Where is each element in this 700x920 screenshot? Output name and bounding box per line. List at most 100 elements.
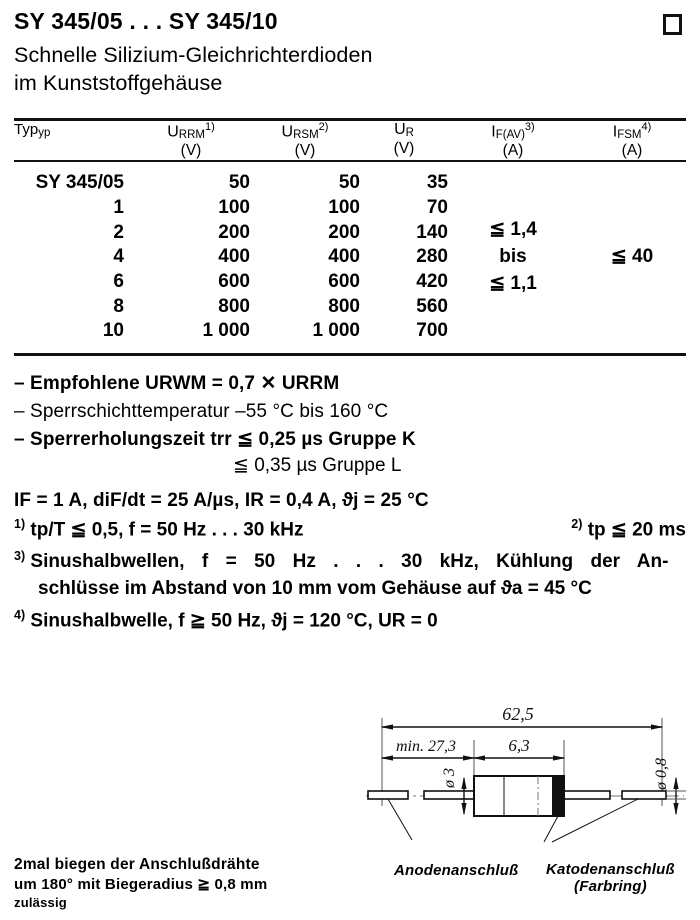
page-subtitle: Schnelle Silizium-Gleichrichterdioden im… (14, 41, 686, 98)
footnote-1-text: tp/T ≦ 0,5, f = 50 Hz . . . 30 kHz (30, 519, 304, 541)
subtitle-line-2: im Kunststoffgehäuse (14, 71, 223, 96)
footnote-4-text: Sinushalbwelle, f ≧ 50 Hz, ϑj = 120 °C, … (30, 609, 438, 631)
package-drawing-svg: 62,5 min. 27,3 6,3 ø 3 ø 0,8 (366, 704, 686, 843)
table-row: 1 100 100 70 (14, 196, 686, 221)
specifications-table: Typyp URRM1) (V) URSM2) (V) UR (V) IF(AV… (14, 121, 686, 160)
if-av-line-2: bis (499, 246, 527, 268)
dimension-text-body-length: 6,3 (508, 736, 529, 755)
cell-urrm: 800 (218, 295, 250, 317)
cell-ursm: 600 (328, 270, 360, 292)
table-row: 6 600 600 420 (14, 270, 686, 295)
footnote-3-marker: 3) (14, 549, 26, 564)
characteristics-list: – Empfohlene URWM = 0,7 ✕ URRM – Sperrsc… (14, 370, 686, 480)
cathode-color-band (552, 776, 564, 816)
column-header-urrm: URRM1) (V) (167, 120, 215, 159)
cell-typ: 4 (113, 246, 124, 268)
cell-if-av-merged: ≦ 1,4 bis ≦ 1,1 (448, 171, 578, 344)
empty-square-marker-icon (663, 14, 682, 35)
test-conditions: IF = 1 A, diF/dt = 25 A/µs, IR = 0,4 A, … (14, 490, 429, 512)
label-cathode-lead: Katodenanschluß (Farbring) (546, 861, 675, 896)
cell-urrm: 400 (218, 246, 250, 268)
cell-ur: 280 (416, 246, 448, 268)
table-row: 10 1 000 1 000 700 (14, 319, 686, 344)
column-header-ur: UR (V) (393, 120, 415, 157)
anode-lead-segment-outer (367, 790, 409, 800)
table-rule-header (14, 160, 686, 163)
cell-urrm: 100 (218, 196, 250, 218)
footnote-3-line-1: 3) Sinushalbwellen, f = 50 Hz . . . 30 k… (14, 548, 686, 576)
table-row: SY 345/05 50 50 35 ≦ 1,4 bis ≦ 1,1 ≦ 40 (14, 171, 686, 294)
column-header-if-av: IF(AV)3) (A) (491, 120, 535, 159)
column-header-ifsm: IFSM4) (A) (612, 120, 652, 159)
dimension-text-lead-min: min. 27,3 (396, 738, 456, 755)
table-row: 2 200 200 140 (14, 221, 686, 246)
bending-note-line-3: zulässig (14, 894, 67, 910)
cell-ursm: 800 (328, 295, 360, 317)
anode-lead-segment-inner (423, 790, 475, 800)
cell-urrm: 600 (218, 270, 250, 292)
footnote-2-text: tp ≦ 20 ms (587, 519, 686, 541)
dimension-text-lead-diameter: ø 0,8 (653, 758, 670, 791)
footnote-3-text-line-2: schlüsse im Abstand von 10 mm vom Gehäus… (38, 578, 592, 600)
leader-line-cathode-lead (551, 798, 639, 843)
cell-typ: 2 (113, 221, 124, 243)
cell-ifsm-merged: ≦ 40 (610, 246, 654, 268)
characteristic-reverse-recovery-time: – Sperrerholungszeit trr ≦ 0,25 µs Grupp… (14, 428, 416, 450)
footnote-3-text-line-1: Sinushalbwellen, f = 50 Hz . . . 30 kHz,… (30, 551, 669, 573)
characteristic-junction-temperature: – Sperrschichttemperatur –55 °C bis 160 … (14, 400, 389, 422)
footnote-2: 2) tp ≦ 20 ms (571, 516, 686, 544)
column-header-ursm: URSM2) (V) (281, 120, 329, 159)
if-av-line-1: ≦ 1,4 (489, 219, 537, 241)
footnote-3: 3) Sinushalbwellen, f = 50 Hz . . . 30 k… (14, 548, 686, 603)
cell-ur: 420 (416, 270, 448, 292)
footnote-1-and-2: 1) tp/T ≦ 0,5, f = 50 Hz . . . 30 kHz 2)… (14, 516, 686, 544)
cell-ur: 560 (416, 295, 448, 317)
dimension-text-total: 62,5 (502, 704, 534, 724)
cell-urrm: 200 (218, 221, 250, 243)
if-av-line-3: ≦ 1,1 (489, 273, 537, 295)
cell-ursm: 400 (328, 246, 360, 268)
cell-typ: 1 (113, 196, 124, 218)
footnote-2-marker: 2) (571, 517, 583, 532)
cell-ursm: 1 000 (312, 320, 360, 342)
footnote-4: 4) Sinushalbwelle, f ≧ 50 Hz, ϑj = 120 °… (14, 607, 686, 635)
table-header: Typyp URRM1) (V) URSM2) (V) UR (V) IF(AV… (14, 121, 686, 160)
cathode-lead-segment-inner (563, 790, 611, 800)
leader-line-cathode-band (543, 815, 559, 843)
cell-typ: SY 345/05 (35, 172, 124, 194)
header: SY 345/05 . . . SY 345/10 (14, 0, 686, 35)
label-cathode-sub: (Farbring) (574, 877, 647, 895)
cell-typ: 6 (113, 270, 124, 292)
table-rule-top (14, 117, 686, 121)
cell-typ: 8 (113, 295, 124, 317)
label-cathode-main: Katodenanschluß (546, 861, 675, 878)
cathode-lead-segment-outer (621, 790, 667, 800)
table-rule-bottom (14, 353, 686, 357)
cell-typ: 10 (102, 320, 124, 342)
cell-ur: 35 (426, 172, 448, 194)
characteristic-reverse-recovery-time-group-l: ≦ 0,35 µs Gruppe L (233, 455, 402, 477)
bending-note-line-2: um 180° mit Biegeradius ≧ 0,8 mm (14, 876, 268, 894)
footnote-4-marker: 4) (14, 607, 26, 622)
package-outline-drawing: 62,5 min. 27,3 6,3 ø 3 ø 0,8 (366, 700, 692, 850)
footnote-1-marker: 1) (14, 517, 26, 532)
table-row: 8 800 800 560 (14, 295, 686, 320)
diode-body (473, 775, 565, 817)
bending-note-line-1: 2mal biegen der Anschlußdrähte (14, 856, 260, 873)
specifications-body: SY 345/05 50 50 35 ≦ 1,4 bis ≦ 1,1 ≦ 40 … (14, 171, 686, 344)
column-header-typ: Typyp (14, 120, 51, 139)
dimension-text-body-diameter: ø 3 (441, 768, 458, 789)
table-row: 4 400 400 280 (14, 245, 686, 270)
footnote-1: 1) tp/T ≦ 0,5, f = 50 Hz . . . 30 kHz (14, 516, 303, 544)
bending-note: 2mal biegen der Anschlußdrähte um 180° m… (14, 855, 344, 912)
page-title: SY 345/05 . . . SY 345/10 (14, 8, 278, 34)
subtitle-line-1: Schnelle Silizium-Gleichrichterdioden (14, 43, 373, 67)
cell-ursm: 100 (328, 196, 360, 218)
cell-ur: 140 (416, 221, 448, 243)
cell-ursm: 200 (328, 221, 360, 243)
cell-ursm: 50 (338, 172, 360, 194)
cell-urrm: 1 000 (202, 320, 250, 342)
cell-ur: 70 (426, 196, 448, 218)
label-anode-lead: Anodenanschluß (394, 862, 519, 879)
